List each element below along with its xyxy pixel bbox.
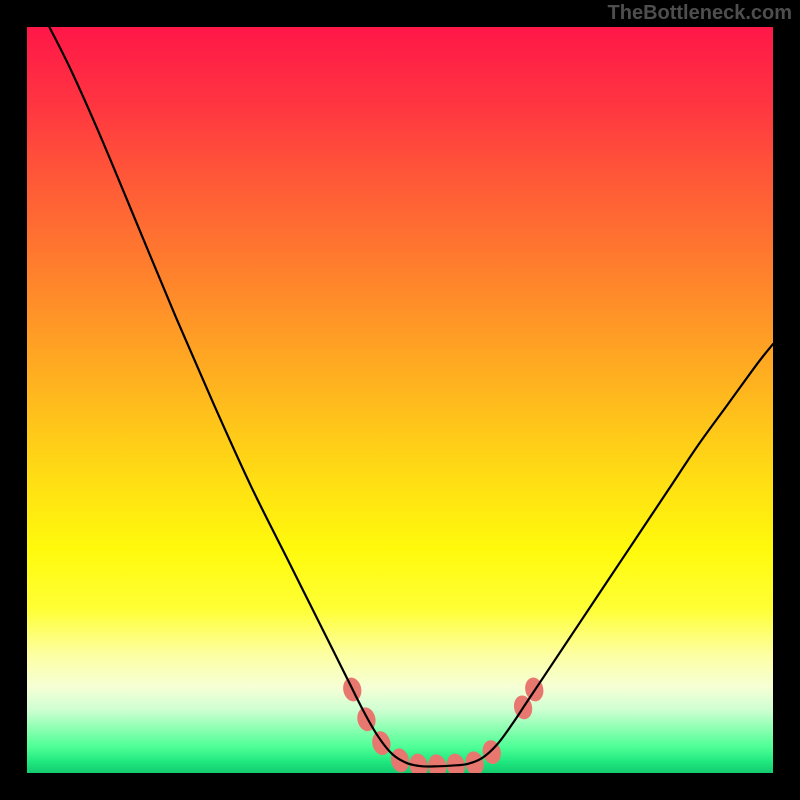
attribution-text: TheBottleneck.com [608, 2, 792, 25]
curve-marker [370, 730, 393, 757]
outer-frame: TheBottleneck.com [0, 0, 800, 800]
plot-area [27, 27, 773, 773]
curve-marker [426, 753, 449, 773]
bottleneck-curve [49, 27, 773, 767]
curve-marker [407, 752, 430, 773]
curve-marker [445, 752, 468, 773]
bottleneck-curve-chart [27, 27, 773, 773]
